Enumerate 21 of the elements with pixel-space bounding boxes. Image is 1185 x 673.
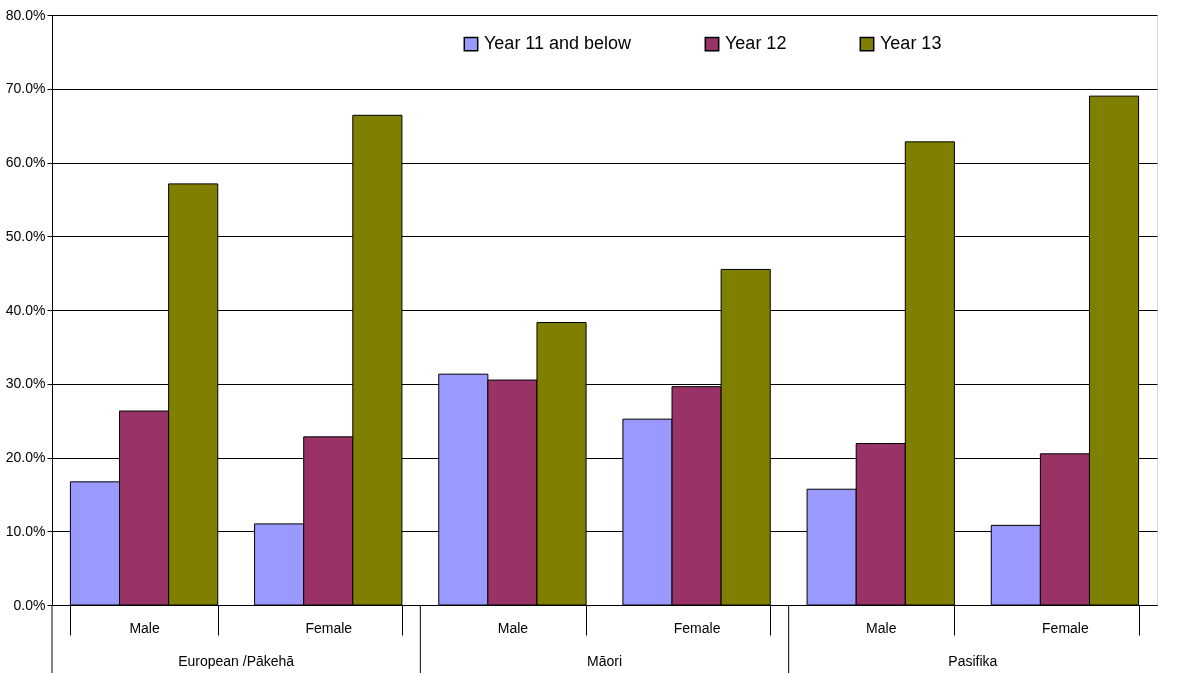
y-tick-label: 20.0% bbox=[5, 449, 46, 465]
legend-label: Year 13 bbox=[880, 33, 942, 54]
legend-label: Year 11 and below bbox=[484, 33, 633, 54]
y-tick-label: 70.0% bbox=[5, 80, 46, 97]
x-tick-label: Male bbox=[497, 619, 529, 636]
y-tick-label: 10.0% bbox=[5, 522, 46, 539]
y-tick-label: 30.0% bbox=[5, 375, 46, 392]
y-tick-label: 50.0% bbox=[5, 227, 46, 244]
text: European /Pākehā bbox=[178, 653, 295, 669]
x-tick-label: Female bbox=[1042, 619, 1089, 636]
y-tick-label: 80.0% bbox=[5, 6, 46, 23]
y-tick-label: 0.0% bbox=[13, 596, 46, 613]
legend-label: Year 12 bbox=[725, 33, 787, 54]
x-tick-label: Female bbox=[305, 619, 353, 636]
x-tick-label: Male bbox=[866, 619, 897, 636]
x-tick-label: Female bbox=[673, 619, 721, 636]
x-tick-label: Male bbox=[129, 619, 160, 636]
y-tick-label: 40.0% bbox=[5, 301, 46, 318]
text: Pasifika bbox=[948, 653, 998, 669]
y-tick-label: 60.0% bbox=[5, 154, 46, 170]
text: Māori bbox=[586, 653, 623, 669]
